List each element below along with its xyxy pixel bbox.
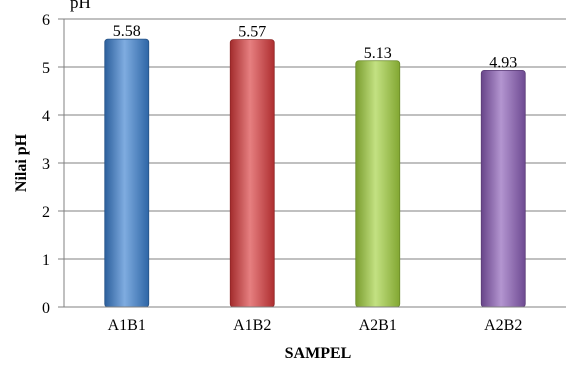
y-tick-label: 6 bbox=[42, 12, 50, 29]
data-label: 5.13 bbox=[364, 45, 392, 62]
data-label: 4.93 bbox=[489, 54, 517, 71]
y-axis-title: Nilai pH bbox=[13, 133, 30, 192]
data-label: 5.57 bbox=[238, 24, 266, 41]
bar-a1b2 bbox=[229, 39, 275, 308]
y-tick-label: 4 bbox=[42, 108, 50, 125]
y-tick-label: 5 bbox=[42, 60, 50, 77]
y-tick-label: 1 bbox=[42, 252, 50, 269]
x-tick-labels: A1B1 A1B2 A2B1 A2B2 bbox=[108, 317, 523, 334]
x-tick-label: A2B1 bbox=[359, 317, 397, 334]
y-tick-labels: 0 1 2 3 4 5 6 bbox=[42, 12, 50, 317]
y-tick-label: 2 bbox=[42, 204, 50, 221]
x-tick-label: A2B2 bbox=[484, 317, 522, 334]
bars bbox=[104, 38, 526, 308]
chart-title: pH bbox=[70, 0, 91, 12]
bar-a1b1 bbox=[104, 38, 150, 308]
y-tick-label: 0 bbox=[42, 300, 50, 317]
bar-a2b1 bbox=[355, 60, 401, 308]
x-axis-title: SAMPEL bbox=[285, 345, 352, 362]
x-tick-label: A1B2 bbox=[233, 317, 271, 334]
bar-a2b2 bbox=[480, 69, 526, 308]
data-label: 5.58 bbox=[113, 23, 141, 40]
y-tick-label: 3 bbox=[42, 156, 50, 173]
data-labels: 5.58 5.57 5.13 4.93 bbox=[113, 23, 518, 71]
x-tick-label: A1B1 bbox=[108, 317, 146, 334]
